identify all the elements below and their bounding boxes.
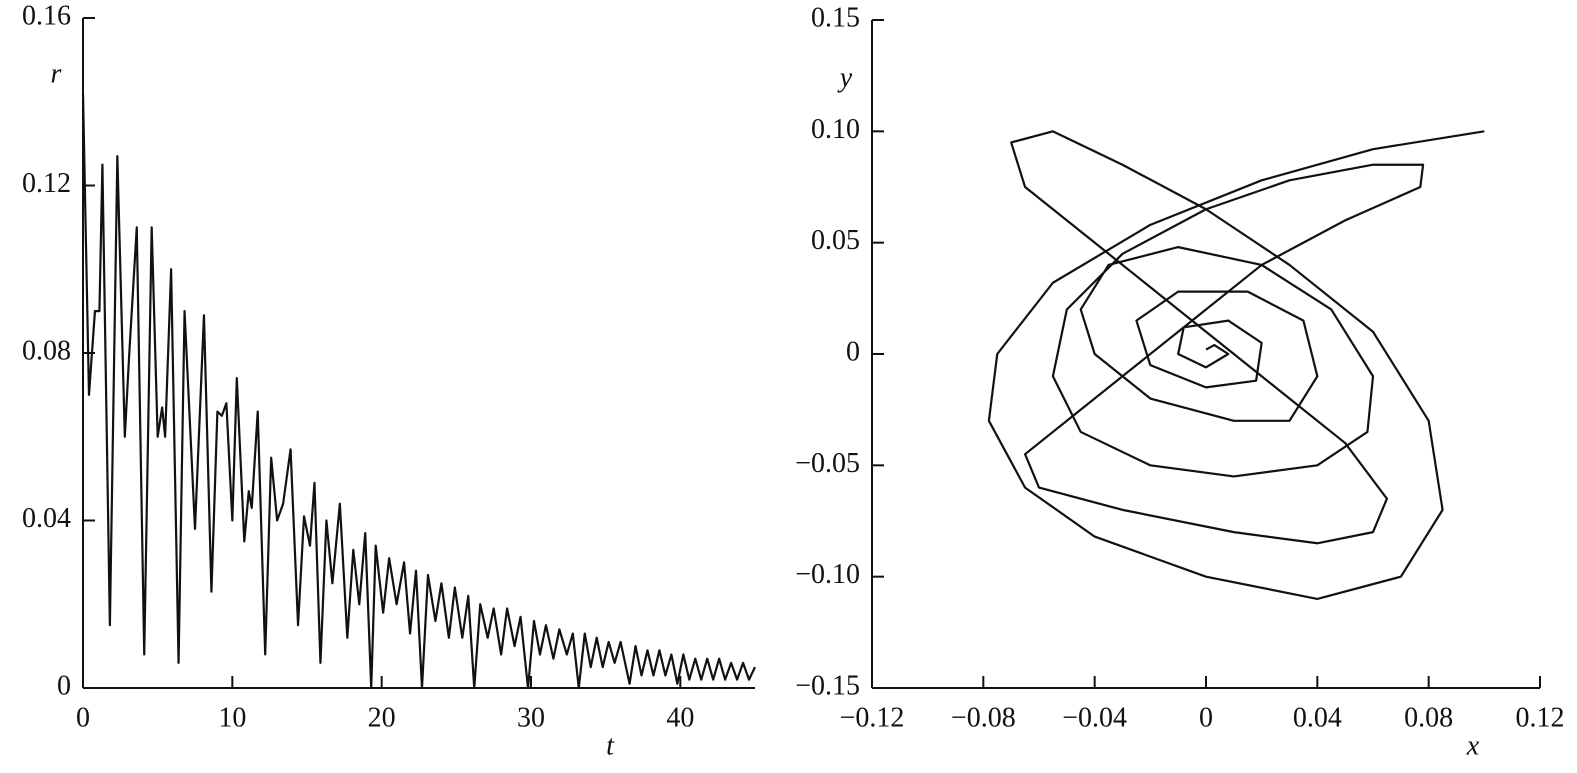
x-tick-label: −0.04 <box>1062 702 1127 733</box>
x-tick-label: 0 <box>76 702 90 733</box>
y-tick-label: 0.04 <box>22 503 71 534</box>
y-axis-label: r <box>51 58 62 89</box>
x-tick-label: 0.12 <box>1516 702 1565 733</box>
y-tick-label: 0 <box>57 670 71 701</box>
x-tick-label: 10 <box>218 702 246 733</box>
x-tick-label: −0.08 <box>951 702 1016 733</box>
x-tick-label: 40 <box>666 702 694 733</box>
y-tick-label: 0.08 <box>22 335 71 366</box>
x-axis-label: x <box>1466 730 1480 761</box>
y-tick-label: −0.05 <box>795 448 860 479</box>
y-tick-label: 0.12 <box>22 168 71 199</box>
x-tick-label: 0 <box>1199 702 1213 733</box>
x-tick-label: 30 <box>517 702 545 733</box>
data-line <box>81 93 756 690</box>
y-tick-label: 0.16 <box>22 0 71 31</box>
x-tick-label: −0.12 <box>840 702 905 733</box>
y-tick-label: −0.10 <box>795 559 860 590</box>
y-tick-label: −0.15 <box>795 670 860 701</box>
y-tick-label: 0.10 <box>811 114 860 145</box>
data-line <box>987 130 1485 601</box>
x-tick-label: 0.08 <box>1404 702 1453 733</box>
x-axis-label: t <box>606 730 615 761</box>
y-tick-label: 0.05 <box>811 225 860 256</box>
y-tick-label: 0.15 <box>811 2 860 33</box>
x-tick-label: 0.04 <box>1293 702 1342 733</box>
x-tick-label: 20 <box>368 702 396 733</box>
y-tick-label: 0 <box>846 336 860 367</box>
y-axis-label: y <box>837 62 853 93</box>
